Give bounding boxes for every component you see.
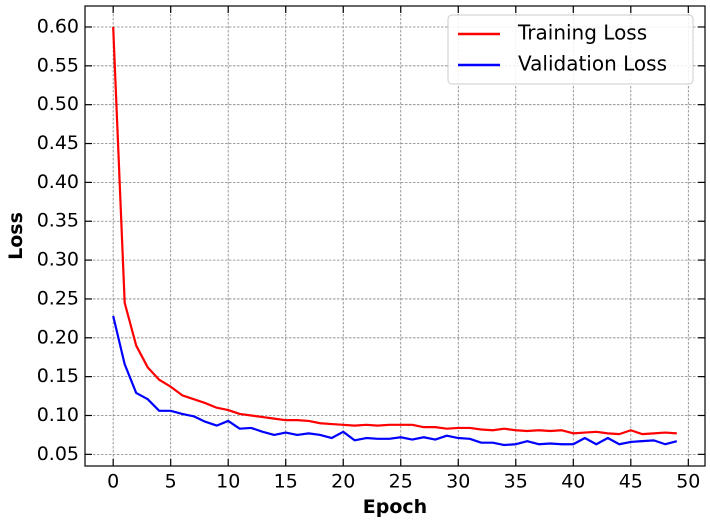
y-tick-label: 0.60 <box>37 15 79 37</box>
y-tick-label: 0.25 <box>37 287 79 309</box>
y-tick-label: 0.15 <box>37 365 79 387</box>
line <box>112 315 678 447</box>
y-tick-label: 0.10 <box>37 404 79 426</box>
line <box>112 26 677 436</box>
x-tick-label: 25 <box>389 471 413 493</box>
x-tick-label: 30 <box>446 471 470 493</box>
x-tick-label: 5 <box>165 471 177 493</box>
x-tick-label: 15 <box>274 471 298 493</box>
y-tick-label: 0.05 <box>37 443 79 465</box>
x-tick-label: 40 <box>561 471 585 493</box>
x-axis-label: Epoch <box>363 496 427 518</box>
legend-label: Training Loss <box>517 21 647 45</box>
legend-box <box>447 14 694 85</box>
x-tick-label: 10 <box>216 471 240 493</box>
y-tick-label: 0.40 <box>37 171 79 193</box>
y-tick-label: 0.50 <box>37 93 79 115</box>
y-tick-label: 0.35 <box>37 210 79 232</box>
x-tick-label: 0 <box>107 471 119 493</box>
legend-label: Validation Loss <box>518 52 667 76</box>
x-tick-label: 35 <box>504 471 528 493</box>
y-tick-label: 0.30 <box>37 249 79 271</box>
x-tick-label: 20 <box>331 471 355 493</box>
y-tick-label: 0.45 <box>37 132 79 154</box>
y-axis-label: Loss <box>5 212 27 260</box>
x-tick-label: 50 <box>676 471 700 493</box>
plot-frame <box>84 5 706 467</box>
y-tick-label: 0.20 <box>37 326 79 348</box>
x-tick-label: 45 <box>619 471 643 493</box>
y-tick-label: 0.55 <box>37 54 79 76</box>
